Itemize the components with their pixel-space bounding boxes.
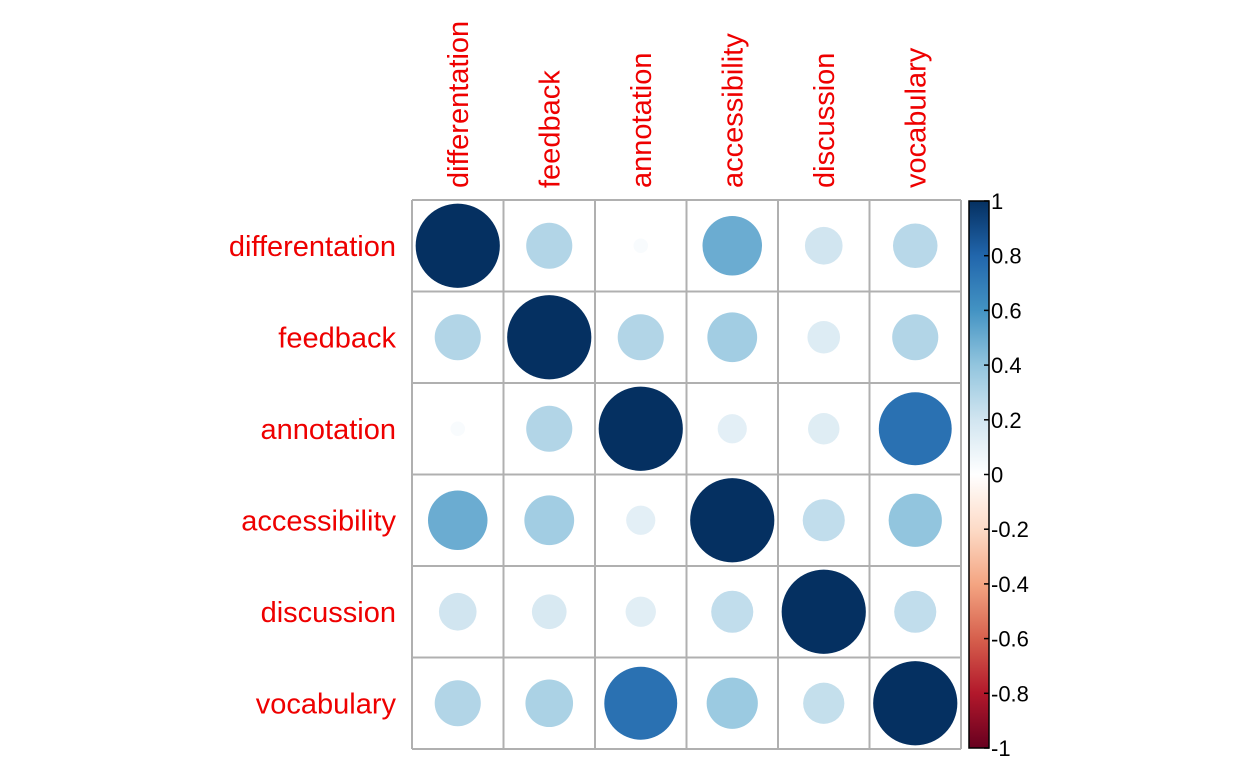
row-label-differentation: differentation bbox=[229, 231, 396, 263]
corr-circle-differentation-annotation bbox=[633, 238, 649, 254]
colorbar-tick-label: 0.8 bbox=[991, 244, 1022, 269]
row-label-annotation: annotation bbox=[261, 414, 396, 446]
col-label-discussion: discussion bbox=[809, 53, 841, 188]
corr-circle-vocabulary-annotation bbox=[604, 666, 678, 740]
corr-circle-differentation-vocabulary bbox=[892, 223, 938, 269]
corr-circle-accessibility-discussion bbox=[802, 499, 845, 542]
corr-circle-accessibility-accessibility bbox=[690, 478, 775, 563]
corr-circle-annotation-vocabulary bbox=[878, 392, 952, 466]
corr-circle-differentation-accessibility bbox=[702, 215, 763, 276]
corr-circle-feedback-annotation bbox=[617, 314, 664, 361]
corr-circle-accessibility-feedback bbox=[524, 495, 575, 546]
corr-circle-differentation-feedback bbox=[526, 222, 573, 269]
colorbar-tick-label: 0.2 bbox=[991, 408, 1022, 433]
row-label-discussion: discussion bbox=[261, 597, 396, 629]
col-label-accessibility: accessibility bbox=[717, 33, 749, 188]
colorbar-tick-label: -0.6 bbox=[991, 627, 1029, 652]
corr-circle-annotation-annotation bbox=[598, 386, 683, 471]
corr-circle-annotation-differentation bbox=[450, 421, 466, 437]
corr-circle-feedback-feedback bbox=[507, 295, 592, 380]
corr-circle-discussion-accessibility bbox=[711, 590, 754, 633]
corr-circle-accessibility-vocabulary bbox=[888, 493, 942, 547]
col-label-feedback: feedback bbox=[534, 70, 566, 188]
colorbar-tick-label: -0.8 bbox=[991, 681, 1029, 706]
colorbar-tick-label: -1 bbox=[991, 736, 1011, 761]
col-label-vocabulary: vocabulary bbox=[900, 47, 932, 188]
corr-circle-annotation-discussion bbox=[808, 413, 840, 445]
corr-circle-discussion-annotation bbox=[625, 596, 656, 627]
corr-circle-accessibility-annotation bbox=[626, 505, 656, 535]
corr-circle-vocabulary-feedback bbox=[525, 679, 574, 728]
colorbar-tick-label: 1 bbox=[991, 189, 1003, 214]
row-label-vocabulary: vocabulary bbox=[256, 688, 397, 720]
corr-circle-feedback-vocabulary bbox=[892, 314, 939, 361]
corr-circle-accessibility-differentation bbox=[427, 490, 488, 551]
corr-circle-differentation-discussion bbox=[804, 226, 843, 265]
corr-circle-vocabulary-differentation bbox=[434, 680, 481, 727]
colorbar-tick-label: 0.6 bbox=[991, 298, 1022, 323]
corr-circle-vocabulary-discussion bbox=[803, 682, 845, 724]
corr-circle-annotation-feedback bbox=[526, 405, 573, 452]
row-label-feedback: feedback bbox=[278, 322, 396, 354]
corr-circle-discussion-feedback bbox=[531, 594, 567, 630]
corr-circle-feedback-accessibility bbox=[707, 312, 758, 363]
colorbar-tick-label: -0.4 bbox=[991, 572, 1029, 597]
col-label-annotation: annotation bbox=[626, 53, 658, 188]
corr-circle-feedback-discussion bbox=[807, 320, 841, 354]
corr-circle-annotation-accessibility bbox=[717, 414, 747, 444]
colorbar-tick-label: -0.2 bbox=[991, 517, 1029, 542]
corr-circle-vocabulary-vocabulary bbox=[873, 661, 958, 746]
corr-circle-discussion-vocabulary bbox=[894, 590, 937, 633]
corr-circle-discussion-differentation bbox=[438, 592, 477, 631]
corr-circle-differentation-differentation bbox=[415, 203, 500, 288]
col-label-differentation: differentation bbox=[443, 21, 475, 188]
colorbar-tick-label: 0.4 bbox=[991, 353, 1022, 378]
corr-circle-feedback-differentation bbox=[434, 314, 481, 361]
corr-circle-vocabulary-accessibility bbox=[706, 677, 758, 729]
colorbar-tick-label: 0 bbox=[991, 463, 1003, 488]
row-label-accessibility: accessibility bbox=[241, 505, 396, 537]
corr-circle-discussion-discussion bbox=[781, 569, 866, 654]
